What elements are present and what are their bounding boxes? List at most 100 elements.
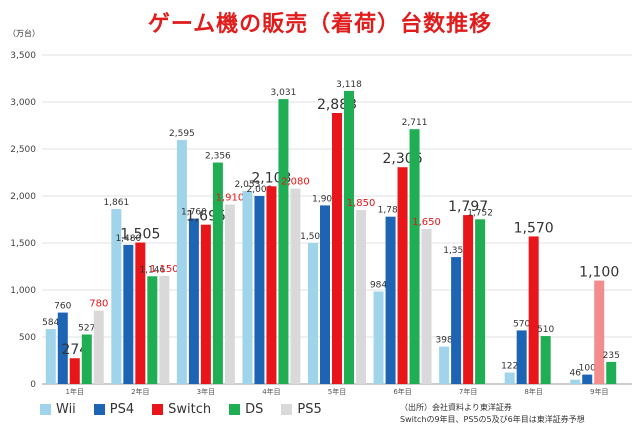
bar-wii [176,140,187,384]
x-tick-label: 3年目 [197,387,215,396]
data-label-wii: 984 [370,281,387,291]
x-tick-label: 1年目 [66,387,84,396]
data-label-ps4: 100 [579,364,596,374]
data-label-switch: 1,505 [120,227,160,243]
bar-wii [242,191,253,384]
bar-switch [266,186,277,384]
bar-wii [570,379,581,384]
bar-ps4 [57,312,68,384]
x-tick-label: 2年目 [131,387,149,396]
data-label-wii: 2,053 [235,180,261,190]
bar-switch [463,215,474,384]
bar-ds [540,336,551,384]
y-tick-label: 1,000 [10,286,36,296]
bar-ps4 [320,205,330,384]
x-tick-label: 9年目 [590,387,608,396]
data-label-ps4: 760 [54,302,71,312]
data-label-ps4: 1,900 [312,194,338,204]
bar-wii [308,243,318,384]
data-label-ds: 527 [78,323,95,333]
bar-switch [528,236,539,384]
bar-ps4 [385,216,396,384]
bar-ps4 [188,218,199,384]
y-tick-label: 2,500 [10,145,36,155]
data-label-switch: 1,797 [448,199,488,215]
bar-ds [409,129,420,384]
legend-label: DS [245,402,264,417]
bar-ps4 [123,244,134,384]
data-label-ps5: 2,080 [281,176,310,187]
bar-switch [135,242,146,384]
bar-wii [373,291,384,384]
data-label-wii: 398 [436,336,453,346]
bar-wii [504,372,515,384]
data-label-ps5: 1,150 [150,264,179,275]
data-label-wii: 1,861 [103,198,129,208]
legend-item-ds: DS [229,402,263,417]
y-tick-label: 500 [19,333,36,343]
x-tick-label: 5年目 [328,387,346,396]
x-tick-label: 4年目 [262,387,280,396]
legend-item-ps4: PS4 [93,402,135,417]
legend-swatch [281,404,293,415]
legend-label: PS4 [109,402,135,417]
bar-switch [332,112,342,385]
legend-label: Wii [56,402,76,417]
data-label-wii: 46 [569,369,581,379]
source-line-1: （出所）会社資料より東洋証券 [400,403,512,412]
y-tick-label: 3,500 [10,51,36,61]
bar-ds [147,276,158,384]
legend-label: PS5 [297,402,322,417]
bar-ps5 [159,275,170,384]
bar-ps5 [290,188,301,384]
bar-switch [200,224,211,384]
data-label-ds: 1,146 [139,265,165,275]
bar-ds [278,99,289,384]
data-label-switch: 1,570 [514,220,554,236]
legend-item-switch: Switch [152,402,211,417]
data-label-ps4: 2,000 [247,185,273,195]
bar-ds [212,162,223,384]
bar-wii [45,329,56,384]
data-label-ps5: 780 [89,299,108,310]
y-tick-label: 1,500 [10,239,36,249]
y-tick-label: 3,000 [10,98,36,108]
x-tick-label: 8年目 [524,387,542,396]
data-label-ps4: 570 [513,319,530,329]
legend-swatch [229,404,241,415]
chart-title: ゲーム機の販売（着荷）台数推移 [147,12,493,37]
data-label-ds: 1,752 [467,208,493,218]
data-label-ps5: 1,650 [412,217,441,228]
data-label-ds: 2,711 [402,118,428,128]
data-label-wii: 2,595 [169,129,195,139]
bar-ps4 [582,374,593,384]
data-label-ps4: 1,760 [181,208,207,218]
data-label-ds: 510 [537,325,554,335]
legend-swatch [40,404,51,415]
x-tick-label: 7年目 [459,387,477,396]
legend-swatch [152,404,164,415]
legend-item-wii: Wii [40,402,76,417]
data-label-switch: 274 [61,342,88,358]
legend-label: Switch [168,402,212,417]
bar-ds [606,361,617,384]
x-tick-label: 6年目 [393,387,411,396]
data-label-wii: 584 [42,318,59,328]
bar-wii [111,209,122,384]
data-label-ps4: 1,350 [443,246,469,256]
data-label-ds: 235 [603,351,620,361]
legend-swatch [93,404,105,415]
y-axis-unit: （万台） [8,29,40,38]
data-label-ps5: 1,850 [347,198,376,209]
data-label-ds: 2,356 [205,152,231,162]
data-label-wii: 122 [501,362,518,372]
bar-ps5 [356,210,366,384]
source-line-2: Switchの9年目、PS5の5及び6年目は東洋証券予想 [400,415,585,424]
y-tick-label: 0 [30,380,36,390]
bar-ps5 [93,310,104,384]
bar-switch [69,358,80,384]
data-label-switch: 1,100 [579,265,619,281]
y-tick-label: 2,000 [10,192,36,202]
bar-ps5 [224,204,235,384]
